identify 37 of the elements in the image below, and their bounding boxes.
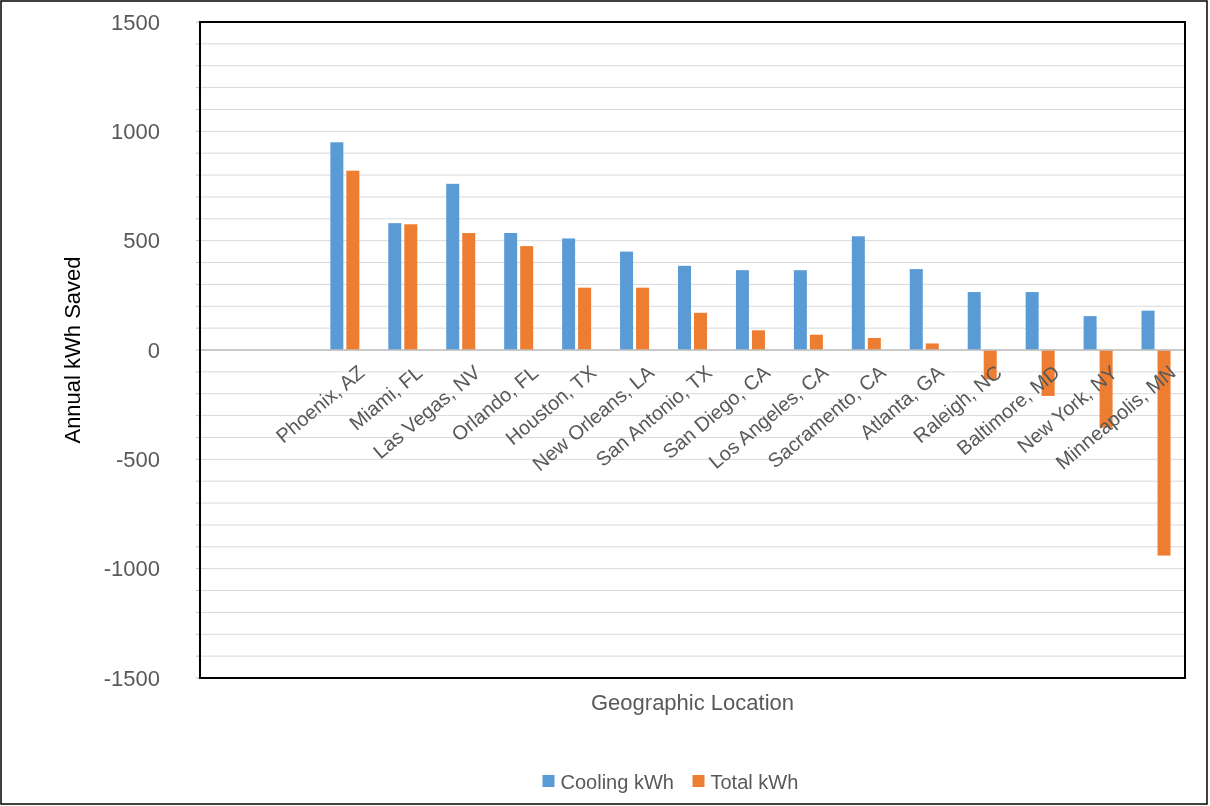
y-tick-label: 500 (123, 228, 160, 254)
bar (388, 223, 402, 350)
bar (446, 183, 460, 350)
bar (404, 224, 418, 350)
bar (678, 265, 691, 350)
x-axis-title: Geographic Location (590, 690, 795, 715)
bar (735, 270, 749, 350)
bar (851, 236, 865, 350)
y-tick-label: -1000 (103, 556, 160, 582)
legend-label: Total kWh (710, 771, 799, 793)
bar (867, 337, 881, 350)
legend-label: Cooling kWh (560, 771, 674, 793)
bar (330, 142, 344, 350)
bar (1141, 310, 1155, 350)
bar (1025, 292, 1039, 350)
bar (793, 270, 807, 350)
bar (504, 233, 518, 350)
bar (751, 330, 765, 350)
y-tick-label: 1500 (111, 9, 160, 35)
bar (636, 287, 650, 350)
bar (620, 251, 634, 350)
y-tick-label: 1000 (111, 119, 160, 145)
y-axis-title: Annual kWh Saved (60, 256, 85, 444)
bar (925, 343, 939, 350)
bar (462, 233, 476, 350)
bar (967, 292, 981, 350)
bar (694, 312, 707, 350)
y-tick-label: -1500 (103, 665, 160, 691)
bar (578, 287, 592, 350)
bar (346, 170, 360, 350)
bar (909, 269, 923, 350)
bar (1083, 316, 1097, 350)
bar (562, 238, 576, 350)
y-tick-label: -500 (115, 447, 160, 473)
bar (809, 334, 823, 350)
y-tick-label: 0 (147, 337, 160, 363)
bar (520, 246, 534, 350)
